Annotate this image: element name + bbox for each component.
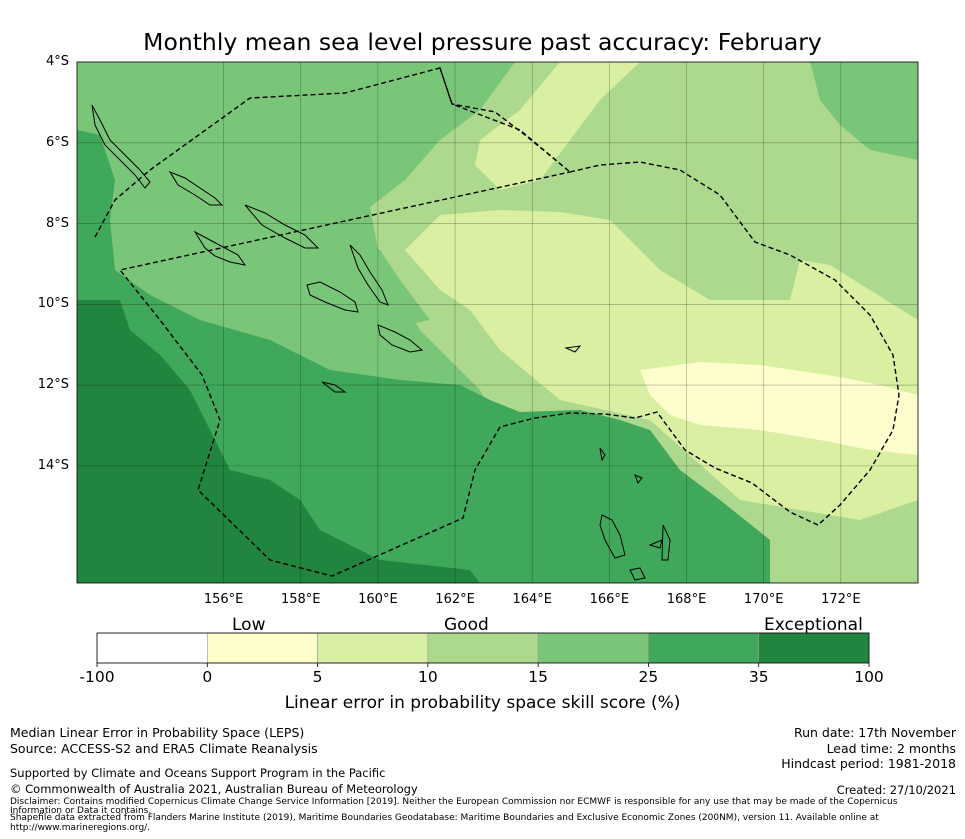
method-text: Median Linear Error in Probability Space… <box>10 725 305 740</box>
x-tick-label: 168°E <box>666 592 707 607</box>
disclaimer-text: Disclaimer: Contains modified Copernicus… <box>10 797 898 807</box>
colorbar-tick-label: 25 <box>638 668 659 686</box>
island-santa-cruz <box>564 345 582 353</box>
region-5-10-north <box>475 62 640 190</box>
x-tick-label: 170°E <box>743 592 784 607</box>
x-tick-label: 156°E <box>203 592 244 607</box>
colorbar-swatch <box>206 632 318 664</box>
coastlines <box>91 104 671 581</box>
region-0-5 <box>640 362 918 455</box>
supported-text: Supported by Climate and Oceans Support … <box>10 766 386 780</box>
shapefile-text: Shapefile data extracted from Flanders M… <box>10 813 879 823</box>
y-tick-label: 14°S <box>37 457 69 473</box>
island-espiritu-santo <box>599 514 626 559</box>
colorbar-swatch <box>96 632 208 664</box>
colorbar-swatch <box>427 632 539 664</box>
colorbar-tick-label: 5 <box>312 668 323 686</box>
lead-time: Lead time: 2 months <box>826 741 956 756</box>
region-5-10 <box>405 210 918 520</box>
island-vanuatu-central <box>629 567 646 581</box>
x-tick-label: 162°E <box>435 592 475 607</box>
colorbar-swatch <box>317 632 429 664</box>
colorbar-label: Linear error in probability space skill … <box>284 693 681 713</box>
region-15-25-coast <box>140 180 430 330</box>
y-tick-label: 6°S <box>45 134 69 150</box>
shapefile-text-2: http://www.marineregions.org/. <box>10 823 151 833</box>
y-tick-label: 12°S <box>37 377 69 393</box>
island-malekula <box>661 524 671 561</box>
island-bougainville <box>91 104 151 189</box>
island-choiseul <box>168 170 224 206</box>
x-tick-label: 158°E <box>280 592 321 607</box>
y-tick-label: 4°S <box>45 54 69 69</box>
colorbar-swatch <box>648 632 760 664</box>
island-banks <box>634 474 643 484</box>
category-exceptional: Exceptional <box>764 615 863 635</box>
y-tick-label: 8°S <box>45 215 69 231</box>
island-new-georgia <box>193 230 247 266</box>
created-date: Created: 27/10/2021 <box>836 783 956 797</box>
x-tick-label: 160°E <box>358 592 398 607</box>
colorbar-frame <box>96 632 870 664</box>
colorbar-swatch <box>758 632 870 664</box>
island-torres <box>599 447 606 462</box>
hindcast-period: Hindcast period: 1981-2018 <box>781 756 956 771</box>
colorbar-tick-label: 15 <box>528 668 548 686</box>
island-malaita <box>349 244 389 306</box>
region-15-25-ne <box>810 62 918 160</box>
x-tick-label: 166°E <box>589 592 630 607</box>
colorbar-tick-label: 35 <box>748 668 769 686</box>
region-25-35 <box>77 130 770 583</box>
island-guadalcanal <box>306 281 359 313</box>
x-tick-label: 172°E <box>821 592 861 607</box>
island-vanuatu-north <box>648 539 663 549</box>
disclaimer-text-2: Information or Data it contains. <box>10 806 152 816</box>
colorbar-tick-label: -100 <box>79 668 115 686</box>
skill-regions <box>77 62 918 583</box>
map-frame <box>76 61 919 584</box>
chart-title: Monthly mean sea level pressure past acc… <box>143 28 822 56</box>
source-text: Source: ACCESS-S2 and ERA5 Climate Reana… <box>10 741 318 756</box>
copyright-text: © Commonwealth of Australia 2021, Austra… <box>10 782 418 796</box>
island-rennell <box>321 381 347 393</box>
x-tick-label: 164°E <box>512 592 552 607</box>
category-low: Low <box>232 615 266 635</box>
run-date: Run date: 17th November <box>793 725 956 740</box>
colorbar <box>96 632 870 667</box>
colorbar-tick-label: 100 <box>854 668 884 686</box>
colorbar-swatch <box>537 632 649 664</box>
region-exceptional <box>77 300 480 583</box>
colorbar-tick-label: 10 <box>417 668 438 686</box>
island-makira <box>377 324 424 353</box>
colorbar-tick-label: 0 <box>202 668 213 686</box>
y-tick-label: 10°S <box>37 296 69 312</box>
graticule <box>77 62 918 583</box>
category-good: Good <box>444 615 489 635</box>
island-santa-isabel <box>244 204 320 249</box>
